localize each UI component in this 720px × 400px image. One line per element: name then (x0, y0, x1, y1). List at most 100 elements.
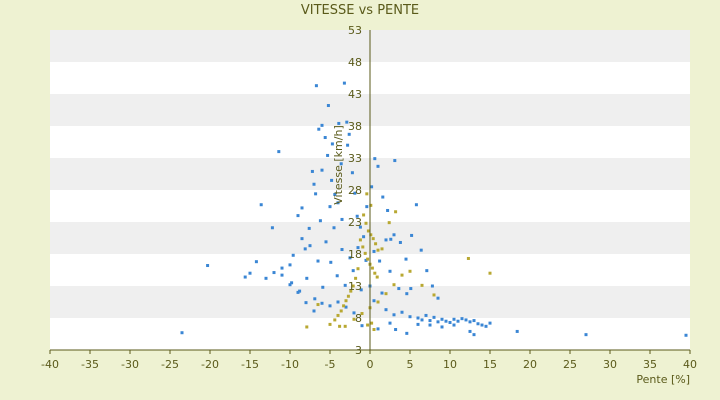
scatter-point (336, 201, 340, 205)
x-tick-label: -10 (281, 358, 299, 371)
x-tick-label: -5 (325, 358, 336, 371)
scatter-point (342, 81, 346, 85)
scatter-point (684, 333, 688, 337)
scatter-point (405, 292, 409, 296)
scatter-point (405, 331, 409, 335)
scatter-point (444, 319, 448, 323)
scatter-point (374, 242, 378, 246)
scatter-point (358, 225, 362, 229)
scatter-point (373, 271, 377, 275)
scatter-point (280, 266, 284, 270)
scatter-point (305, 276, 309, 280)
scatter-point (384, 292, 388, 296)
scatter-point (366, 229, 370, 233)
scatter-point (290, 281, 294, 285)
scatter-point (347, 132, 351, 136)
scatter-point (420, 283, 424, 287)
scatter-point (370, 266, 374, 270)
x-axis-label: Pente [%] (636, 373, 690, 386)
y-axis-label: Vitesse [km/h] (332, 125, 345, 205)
scatter-point (476, 322, 480, 326)
scatter-point (408, 269, 412, 273)
scatter-point (333, 318, 337, 322)
scatter-point (317, 127, 321, 131)
scatter-point (300, 237, 304, 241)
scatter-point (428, 323, 432, 327)
scatter-point (352, 311, 356, 315)
scatter-point (432, 315, 436, 319)
scatter-point (468, 329, 472, 333)
scatter-point (416, 322, 420, 326)
scatter-point (456, 319, 460, 323)
scatter-point (355, 214, 359, 218)
data-points (180, 81, 688, 337)
scatter-point (303, 247, 307, 251)
scatter-point (340, 248, 344, 252)
scatter-point (298, 289, 302, 293)
scatter-point (320, 301, 324, 305)
scatter-point (345, 120, 349, 124)
scatter-point (400, 310, 404, 314)
scatter-point (370, 185, 374, 189)
scatter-point (378, 259, 382, 263)
scatter-point (380, 291, 384, 295)
scatter-point (328, 322, 332, 326)
y-tick-label: 43 (348, 88, 362, 101)
scatter-point (468, 320, 472, 324)
scatter-point (387, 221, 391, 225)
x-tick-label: -25 (161, 358, 179, 371)
scatter-point (398, 240, 402, 244)
scatter-point (392, 283, 396, 287)
scatter-point (359, 288, 363, 292)
scatter-point (375, 275, 379, 279)
scatter-point (259, 203, 263, 207)
scatter-point (365, 192, 369, 196)
scatter-point (332, 226, 336, 230)
scatter-point (318, 219, 322, 223)
scatter-point (348, 256, 352, 260)
scatter-point (376, 164, 380, 168)
scatter-point (410, 233, 414, 237)
scatter-point (394, 210, 398, 214)
scatter-point (326, 153, 330, 157)
scatter-point (388, 321, 392, 325)
x-tick-label: 25 (563, 358, 577, 371)
scatter-point (272, 271, 276, 275)
y-tick-label: 13 (348, 280, 362, 293)
scatter-point (343, 283, 347, 287)
scatter-point (372, 299, 376, 303)
x-tick-label: 5 (407, 358, 414, 371)
scatter-point (472, 333, 476, 337)
scatter-point (466, 256, 470, 260)
scatter-point (336, 300, 340, 304)
scatter-point (365, 205, 369, 209)
scatter-point (370, 321, 374, 325)
scatter-point (288, 283, 292, 287)
x-tick-label: -40 (41, 358, 59, 371)
scatter-point (316, 303, 320, 307)
scatter-point (366, 323, 370, 327)
scatter-point (404, 257, 408, 261)
y-tick-label: 38 (348, 120, 362, 133)
scatter-point (380, 247, 384, 251)
scatter-point (381, 195, 385, 199)
scatter-point (321, 285, 325, 289)
scatter-point (300, 206, 304, 210)
y-tick-label: 3 (355, 344, 362, 357)
scatter-point (432, 293, 436, 297)
x-tick-label: 10 (443, 358, 457, 371)
x-tick-label: 20 (523, 358, 537, 371)
scatter-point (352, 317, 356, 321)
scatter-point (373, 157, 377, 161)
scatter-point (460, 317, 464, 321)
scatter-point (360, 324, 364, 328)
scatter-point (384, 238, 388, 242)
y-tick-label: 53 (348, 24, 362, 37)
scatter-point (414, 203, 418, 207)
x-axis-ticks: -40 -35 -30 -25 -20 -15 -10 -5 0 5 10 15 20 25 30 35 40 (41, 350, 697, 371)
scatter-point (362, 235, 366, 239)
y-tick-label: 23 (348, 216, 362, 229)
